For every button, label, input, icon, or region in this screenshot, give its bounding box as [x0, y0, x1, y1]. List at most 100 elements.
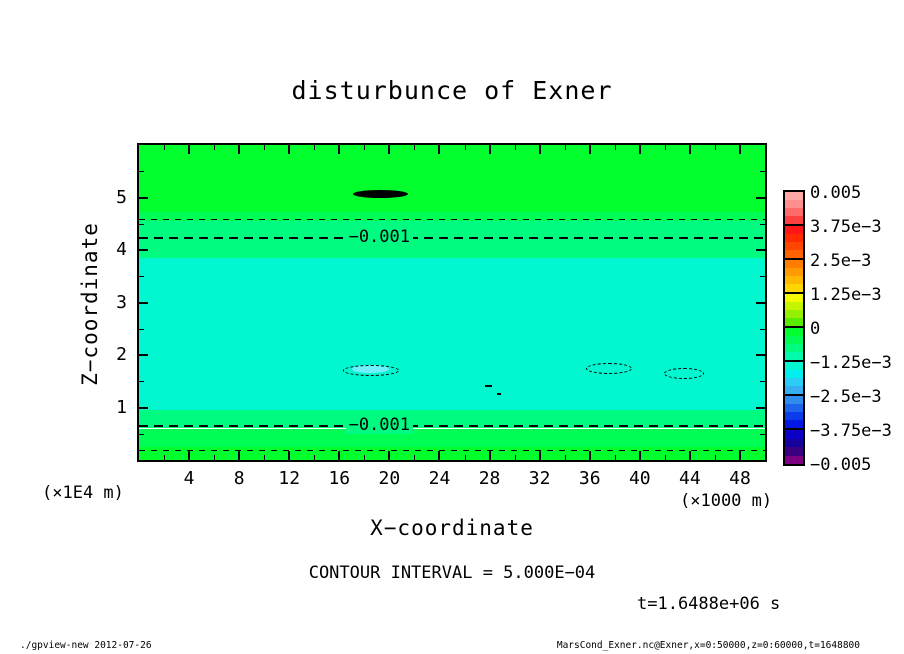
colorbar-subcell: [785, 284, 803, 292]
colorbar-subcell: [785, 396, 803, 404]
x-axis-units: (×1000 m): [680, 491, 773, 511]
plot-title: disturbunce of Exner: [291, 76, 613, 105]
x-minor-tick: [514, 145, 516, 150]
x-major-tick: [688, 145, 691, 154]
colorbar-tick-label: −0.005: [810, 455, 872, 475]
y-major-tick: [756, 354, 765, 356]
contour-line: [139, 236, 765, 239]
colorbar-subcell: [785, 226, 803, 234]
x-minor-tick: [664, 455, 666, 460]
x-tick-label: 20: [378, 468, 401, 489]
x-tick-label: 16: [328, 468, 351, 489]
x-major-tick: [538, 451, 541, 460]
colorbar-tick-label: −2.5e−3: [810, 387, 882, 407]
colorbar-tick-label: −1.25e−3: [810, 353, 892, 373]
colorbar-subcell: [785, 344, 803, 352]
y-tick-label: 3: [116, 291, 127, 313]
colorbar-subcell: [785, 234, 803, 242]
colorbar-tick-label: 3.75e−3: [810, 217, 882, 237]
x-minor-tick: [514, 455, 516, 460]
x-major-tick: [338, 145, 341, 154]
y-tick-label: 2: [116, 344, 127, 365]
x-major-tick: [688, 451, 691, 460]
y-minor-tick: [760, 223, 765, 225]
contour-speck: [484, 384, 493, 387]
x-minor-tick: [464, 455, 466, 460]
x-major-tick: [188, 451, 191, 460]
colorbar-tick-label: 1.25e−3: [810, 285, 882, 305]
colorbar-cell: [785, 362, 803, 396]
colorbar-subcell: [785, 294, 803, 302]
x-tick-label: 44: [679, 468, 701, 489]
x-major-tick: [588, 451, 591, 460]
plot-area: −0.001 −0.001: [139, 145, 765, 460]
contour-line-label: −0.001: [345, 416, 413, 434]
fill-band: [139, 212, 765, 222]
x-major-tick: [388, 451, 391, 460]
y-major-tick: [756, 249, 765, 251]
x-major-tick: [488, 451, 491, 460]
dashed-contour-fragment: [343, 365, 399, 377]
x-minor-tick: [314, 455, 316, 460]
x-major-tick: [288, 451, 291, 460]
x-major-tick: [638, 145, 641, 154]
colorbar-tick-label: 2.5e−3: [810, 251, 872, 271]
colorbar-subcell: [785, 242, 803, 250]
x-minor-tick: [264, 145, 266, 150]
contour-line-label: −0.001: [345, 228, 413, 246]
colorbar-tick-label: 0.005: [810, 183, 862, 203]
x-minor-tick: [714, 455, 716, 460]
colorbar-subcell: [785, 378, 803, 386]
x-minor-tick: [214, 455, 216, 460]
x-tick-label: 24: [428, 468, 451, 489]
x-major-tick: [238, 145, 241, 154]
x-axis-label: X−coordinate: [370, 516, 534, 540]
x-major-tick: [388, 145, 391, 154]
footer-program-stamp: ./gpview-new 2012-07-26: [20, 640, 152, 651]
colorbar: [783, 190, 805, 466]
x-major-tick: [638, 451, 641, 460]
x-major-tick: [538, 145, 541, 154]
fill-band: [139, 221, 765, 259]
fill-band: [139, 428, 765, 448]
time-annotation: t=1.6488e+06 s: [637, 594, 781, 614]
colorbar-subcell: [785, 370, 803, 378]
colorbar-subcell: [785, 260, 803, 268]
colorbar-subcell: [785, 430, 803, 439]
y-minor-tick: [139, 223, 144, 225]
x-major-tick: [438, 145, 441, 154]
colorbar-subcell: [785, 208, 803, 216]
solid-contour-blob: [353, 189, 409, 198]
colorbar-subcell: [785, 412, 803, 420]
colorbar-subcell: [785, 328, 803, 336]
y-minor-tick: [139, 171, 144, 173]
y-minor-tick: [139, 381, 144, 383]
colorbar-subcell: [785, 336, 803, 344]
colorbar-subcell: [785, 386, 803, 394]
colorbar-tick-label: 0: [810, 319, 821, 339]
x-tick-label: 12: [278, 468, 301, 489]
x-tick-label: 28: [478, 468, 501, 489]
y-tick-label: 4: [116, 239, 127, 260]
colorbar-subcell: [785, 438, 803, 447]
y-minor-tick: [139, 433, 144, 435]
y-major-tick: [139, 196, 148, 199]
x-minor-tick: [614, 145, 616, 150]
colorbar-subcell: [785, 352, 803, 360]
x-minor-tick: [564, 145, 566, 150]
y-minor-tick: [760, 328, 765, 330]
x-minor-tick: [464, 145, 466, 150]
footer-file-info: MarsCond_Exner.nc@Exner,x=0:50000,z=0:60…: [556, 640, 860, 651]
y-tick-label: 1: [116, 396, 127, 418]
dashed-contour-fragment: [663, 367, 705, 379]
plot-frame: −0.001 −0.001: [137, 143, 767, 462]
y-minor-tick: [760, 171, 765, 173]
x-minor-tick: [564, 455, 566, 460]
colorbar-cell: [785, 430, 803, 464]
y-major-tick: [756, 406, 765, 409]
fill-band: [139, 409, 765, 429]
x-tick-label: 40: [628, 468, 651, 489]
x-major-tick: [488, 145, 491, 154]
x-minor-tick: [714, 145, 716, 150]
y-major-tick: [756, 301, 765, 304]
